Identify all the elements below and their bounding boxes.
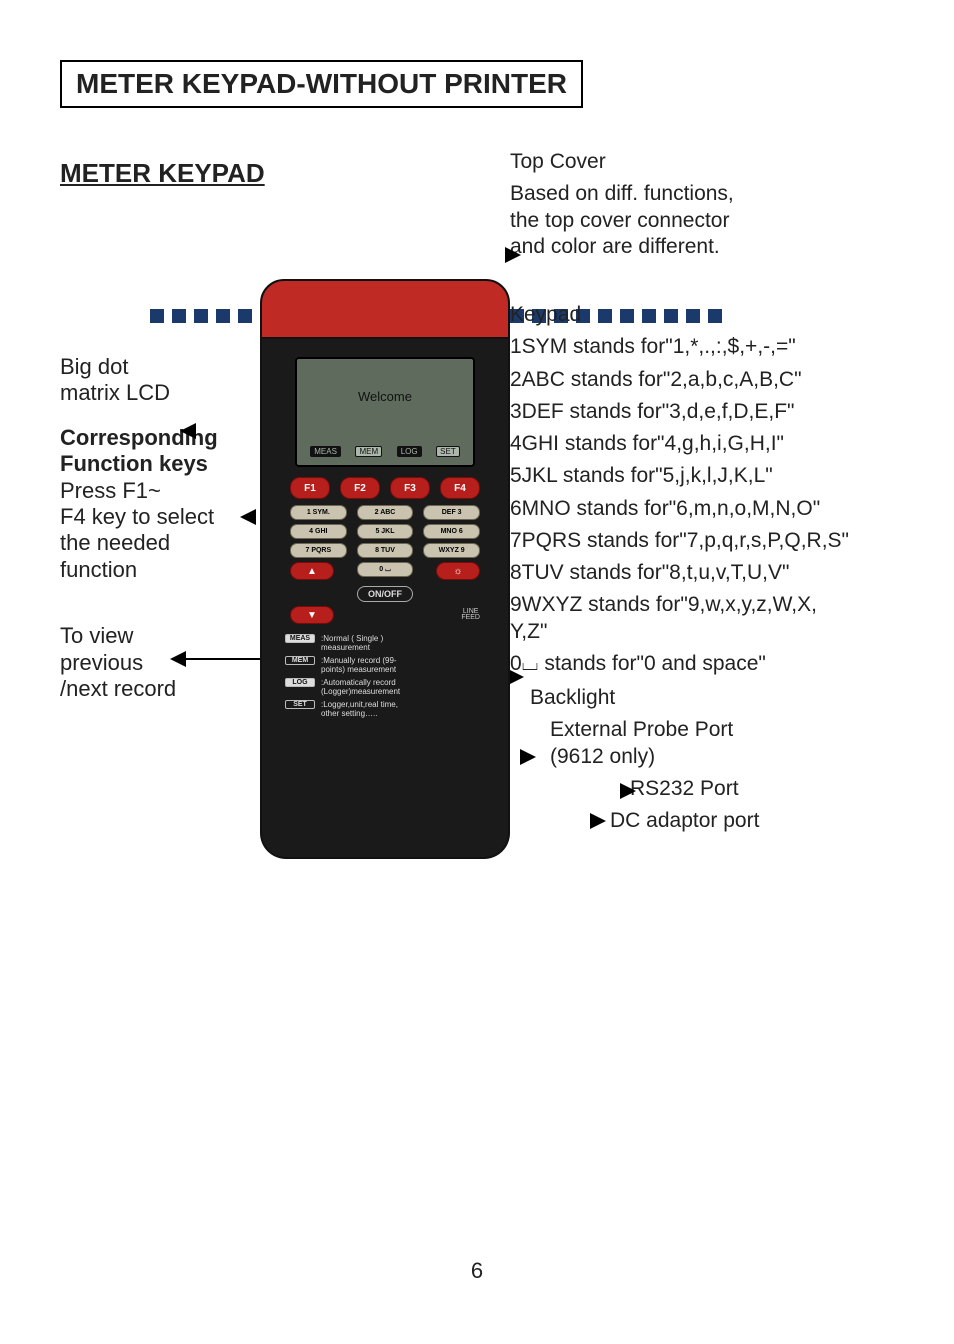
keypad-line-2: 3DEF stands for"3,d,e,f,D,E,F" bbox=[510, 399, 930, 425]
numeric-keypad: 1 SYM. 2 ABC DEF 3 4 GHI 5 JKL MNO 6 7 P… bbox=[290, 505, 480, 558]
mode-item-mem: MEM :Manually record (99- points) measur… bbox=[285, 656, 485, 674]
backlight-label: Backlight bbox=[530, 685, 930, 711]
mode-legend: MEAS :Normal ( Single ) measurement MEM … bbox=[285, 634, 485, 718]
f1-button[interactable]: F1 bbox=[290, 477, 330, 499]
arrow-zero-row: ▲ 0 ⌴ ☼ bbox=[290, 562, 480, 580]
down-row: ▼ LINE FEED bbox=[290, 606, 480, 624]
onoff-button[interactable]: ON/OFF bbox=[357, 586, 413, 602]
key-3[interactable]: DEF 3 bbox=[423, 505, 480, 520]
content-row: METER KEYPAD Big dot matrix LCD Correspo… bbox=[60, 158, 914, 959]
key-8[interactable]: 8 TUV bbox=[357, 543, 414, 558]
arrow-backlight bbox=[508, 669, 524, 685]
mode-badge-set: SET bbox=[285, 700, 315, 709]
f4-button[interactable]: F4 bbox=[440, 477, 480, 499]
lcd-sk-meas: MEAS bbox=[310, 446, 341, 457]
backlight-button[interactable]: ☼ bbox=[436, 562, 480, 580]
keypad-title: Keypad bbox=[510, 302, 930, 328]
function-keys-row: F1 F2 F3 F4 bbox=[290, 477, 480, 499]
up-arrow-button[interactable]: ▲ bbox=[290, 562, 334, 580]
lcd-sk-mem: MEM bbox=[355, 446, 382, 457]
lcd-welcome: Welcome bbox=[303, 389, 467, 404]
key-2[interactable]: 2 ABC bbox=[357, 505, 414, 520]
mode-text-mem: :Manually record (99- points) measuremen… bbox=[321, 656, 397, 674]
key-4[interactable]: 4 GHI bbox=[290, 524, 347, 539]
f2-button[interactable]: F2 bbox=[340, 477, 380, 499]
arrow-lcd bbox=[180, 423, 196, 439]
mode-text-meas: :Normal ( Single ) measurement bbox=[321, 634, 383, 652]
rs232-label: RS232 Port bbox=[630, 776, 930, 802]
mode-text-log: :Automatically record (Logger)measuremen… bbox=[321, 678, 400, 696]
meter-top-cover bbox=[260, 279, 510, 339]
mode-item-set: SET :Logger,unit,real time, other settin… bbox=[285, 700, 485, 718]
key-7[interactable]: 7 PQRS bbox=[290, 543, 347, 558]
keypad-line-0: 1SYM stands for"1,*,.,:,$,+,-,=" bbox=[510, 334, 930, 360]
keypad-line-7: 8TUV stands for"8,t,u,v,T,U,V" bbox=[510, 560, 930, 586]
line-feed-label: LINE FEED bbox=[461, 609, 480, 622]
lcd-sk-set: SET bbox=[436, 446, 460, 457]
lcd-screen: Welcome MEAS MEM LOG SET bbox=[295, 357, 475, 467]
lcd-softkeys: MEAS MEM LOG SET bbox=[303, 446, 467, 457]
key-0[interactable]: 0 ⌴ bbox=[357, 562, 413, 577]
mode-item-log: LOG :Automatically record (Logger)measur… bbox=[285, 678, 485, 696]
keypad-line-5: 6MNO stands for"6,m,n,o,M,N,O" bbox=[510, 496, 930, 522]
keypad-line-4: 5JKL stands for"5,j,k,l,J,K,L" bbox=[510, 463, 930, 489]
right-column: Top Cover Based on diff. functions, the … bbox=[510, 149, 930, 840]
arrow-dc bbox=[590, 813, 606, 829]
func-keys-heading: Corresponding Function keys bbox=[60, 425, 260, 478]
lcd-sk-log: LOG bbox=[397, 446, 422, 457]
page-title-boxed: METER KEYPAD-WITHOUT PRINTER bbox=[60, 60, 583, 108]
top-cover-text: Based on diff. functions, the top cover … bbox=[510, 181, 930, 260]
keypad-line-1: 2ABC stands for"2,a,b,c,A,B,C" bbox=[510, 367, 930, 393]
mode-badge-meas: MEAS bbox=[285, 634, 315, 643]
key-9[interactable]: WXYZ 9 bbox=[423, 543, 480, 558]
meter-body: Welcome MEAS MEM LOG SET F1 F2 F3 F4 bbox=[260, 339, 510, 859]
keypad-line-3: 4GHI stands for"4,g,h,i,G,H,I" bbox=[510, 431, 930, 457]
arrow-topcover bbox=[505, 247, 521, 263]
left-column: Big dot matrix LCD Corresponding Functio… bbox=[60, 199, 260, 702]
key-6[interactable]: MNO 6 bbox=[423, 524, 480, 539]
arrow-prevnext bbox=[170, 651, 186, 667]
arrow-probe bbox=[520, 749, 536, 765]
keypad-line-8: 9WXYZ stands for"9,w,x,y,z,W,X, Y,Z" bbox=[510, 592, 930, 645]
down-arrow-button[interactable]: ▼ bbox=[290, 606, 334, 624]
arrow-fkeys bbox=[240, 509, 256, 525]
key-1[interactable]: 1 SYM. bbox=[290, 505, 347, 520]
mode-text-set: :Logger,unit,real time, other setting….. bbox=[321, 700, 398, 718]
meter-device: Welcome MEAS MEM LOG SET F1 F2 F3 F4 bbox=[260, 279, 510, 859]
mode-item-meas: MEAS :Normal ( Single ) measurement bbox=[285, 634, 485, 652]
key-5[interactable]: 5 JKL bbox=[357, 524, 414, 539]
f3-button[interactable]: F3 bbox=[390, 477, 430, 499]
keypad-line-9: 0⌴ stands for"0 and space" bbox=[510, 651, 930, 677]
mode-badge-log: LOG bbox=[285, 678, 315, 687]
page-number: 6 bbox=[0, 1258, 954, 1284]
probe-label: External Probe Port (9612 only) bbox=[550, 717, 930, 770]
onoff-row: ON/OFF bbox=[290, 586, 480, 602]
page: METER KEYPAD-WITHOUT PRINTER METER KEYPA… bbox=[0, 0, 954, 1344]
lcd-label: Big dot matrix LCD bbox=[60, 354, 260, 407]
dc-label: DC adaptor port bbox=[610, 808, 930, 834]
keypad-line-6: 7PQRS stands for"7,p,q,r,s,P,Q,R,S" bbox=[510, 528, 930, 554]
mode-badge-mem: MEM bbox=[285, 656, 315, 665]
func-keys-text: Press F1~ F4 key to select the needed fu… bbox=[60, 478, 260, 584]
diagram-body: Big dot matrix LCD Corresponding Functio… bbox=[60, 199, 914, 959]
arrow-rs232 bbox=[620, 783, 636, 799]
prev-next-label: To view previous /next record bbox=[60, 623, 260, 702]
top-cover-title: Top Cover bbox=[510, 149, 930, 175]
